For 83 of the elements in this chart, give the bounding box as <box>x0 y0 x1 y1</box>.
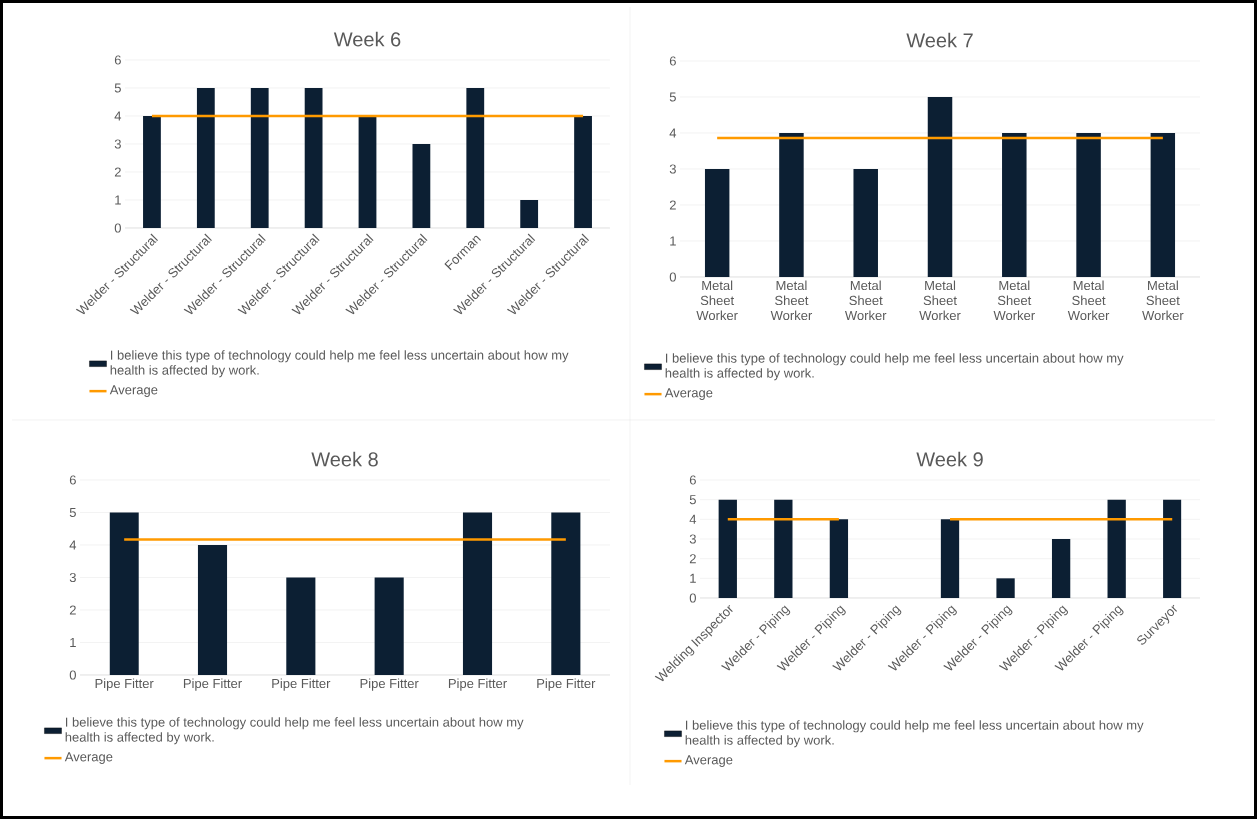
bar <box>996 578 1015 598</box>
x-tick-label: Metal Sheet Worker <box>770 280 813 321</box>
y-tick-label: 4 <box>689 514 697 524</box>
legend-label: Average <box>64 752 113 764</box>
bar <box>109 512 139 675</box>
bar <box>143 115 161 228</box>
x-tick-label: Metal Sheet Worker <box>919 280 961 321</box>
bar <box>196 87 215 228</box>
y-tick-label: 4 <box>114 111 122 121</box>
y-tick-label: 1 <box>115 195 121 205</box>
y-tick-label: 3 <box>114 139 121 149</box>
x-tick-label: Metal Sheet Worker <box>1142 280 1184 321</box>
legend-label: Average <box>664 388 713 400</box>
x-tick-label: Metal Sheet Worker <box>696 280 738 321</box>
bar <box>551 512 581 675</box>
x-tick-label: Pipe Fitter <box>537 678 596 691</box>
legend-label: I believe this type of technology could help me feel less uncertain about how my health is affected by work. <box>685 720 1144 748</box>
y-tick-label: 5 <box>114 83 121 93</box>
x-tick-label: Metal Sheet Worker <box>993 280 1035 321</box>
y-tick-label: 0 <box>669 272 676 282</box>
bar <box>774 499 793 598</box>
bar <box>250 87 269 228</box>
bar <box>286 577 316 675</box>
y-tick-label: 0 <box>689 593 696 603</box>
bar <box>574 115 592 228</box>
chart-title: Week 7 <box>906 32 973 48</box>
bar <box>1107 499 1126 598</box>
y-tick-label: 3 <box>69 572 76 583</box>
y-tick-label: 5 <box>69 507 76 518</box>
y-tick-label: 6 <box>69 475 76 485</box>
bar <box>1163 499 1182 598</box>
x-tick-label: Metal Sheet Worker <box>844 280 887 321</box>
bar <box>1002 133 1027 277</box>
y-tick-label: 2 <box>669 200 676 210</box>
bar <box>412 144 431 228</box>
bar <box>927 97 953 277</box>
bar <box>704 169 730 277</box>
legend-label: I believe this type of technology could help me feel less uncertain about how my health is affected by work. <box>110 350 569 378</box>
y-tick-label: 5 <box>669 92 676 102</box>
x-tick-label: Metal Sheet Worker <box>1067 280 1110 321</box>
y-tick-label: 1 <box>690 573 696 583</box>
bar <box>853 169 878 277</box>
bar <box>1051 539 1071 598</box>
bar <box>779 133 804 277</box>
bar <box>1150 133 1176 277</box>
bar <box>520 199 539 228</box>
y-tick-label: 6 <box>114 55 121 65</box>
y-tick-label: 6 <box>669 56 676 66</box>
bar <box>304 87 323 228</box>
chart-title: Week 9 <box>916 451 983 467</box>
chart-title: Week 8 <box>311 451 378 467</box>
bar <box>940 519 960 598</box>
bar <box>718 499 737 598</box>
y-tick-label: 0 <box>69 670 76 680</box>
y-tick-label: 3 <box>689 534 696 544</box>
chart-title: Week 6 <box>333 31 401 47</box>
bar <box>829 519 849 598</box>
y-tick-label: 2 <box>69 605 76 615</box>
bar <box>374 577 404 675</box>
y-tick-label: 6 <box>689 475 696 485</box>
bar <box>197 545 228 675</box>
y-tick-label: 0 <box>114 223 121 233</box>
y-tick-label: 1 <box>70 638 76 647</box>
y-tick-label: 1 <box>670 236 676 246</box>
x-tick-label: Pipe Fitter <box>183 678 242 691</box>
bar <box>1076 133 1101 277</box>
x-tick-label: Pipe Fitter <box>95 678 154 691</box>
bar <box>462 512 493 675</box>
y-tick-label: 4 <box>669 128 677 138</box>
y-tick-label: 3 <box>669 164 676 174</box>
x-tick-label: Pipe Fitter <box>360 678 419 691</box>
y-tick-label: 5 <box>689 495 696 505</box>
legend-label: I believe this type of technology could help me feel less uncertain about how my health is affected by work. <box>65 717 524 745</box>
y-tick-label: 2 <box>114 167 121 177</box>
y-tick-label: 2 <box>689 554 696 564</box>
bar <box>358 115 377 228</box>
x-tick-label: Pipe Fitter <box>272 678 331 691</box>
legend-label: Average <box>109 385 158 397</box>
legend-label: Average <box>684 755 733 767</box>
x-tick-label: Pipe Fitter <box>448 678 507 691</box>
y-tick-label: 4 <box>69 540 77 550</box>
bar <box>466 87 485 228</box>
legend-label: I believe this type of technology could help me feel less uncertain about how my health is affected by work. <box>665 353 1124 381</box>
